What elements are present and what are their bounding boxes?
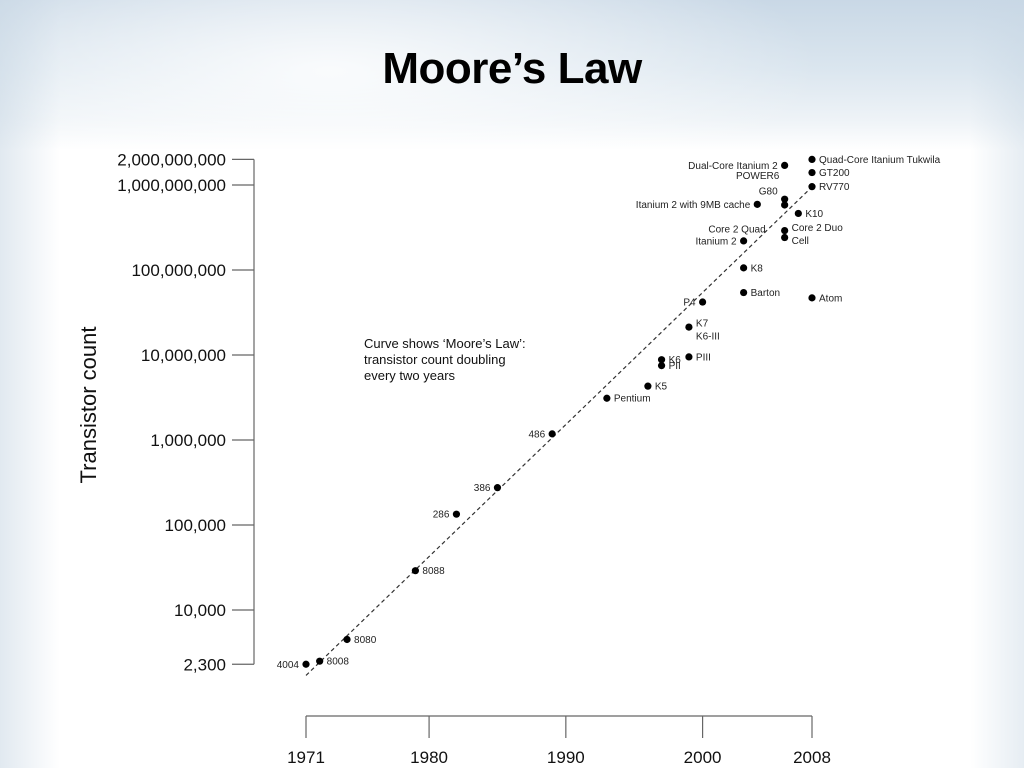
data-point-label: K6 (669, 355, 682, 366)
data-point-label: 4004 (277, 660, 300, 671)
data-point-label: K8 (751, 263, 764, 274)
trend-annotation: Curve shows ‘Moore’s Law’: transistor cou… (364, 336, 526, 383)
y-tick-label: 10,000 (174, 601, 226, 620)
data-point-label: Pentium (614, 394, 651, 405)
x-tick-label: 1990 (547, 748, 585, 767)
data-point-label: Cell (792, 236, 809, 247)
x-tick-label: 2008 (793, 748, 831, 767)
data-point (753, 200, 761, 208)
slide-title: Moore’s Law (382, 44, 642, 93)
data-point (316, 657, 324, 665)
data-point-label: Itanium 2 with 9MB cache (636, 200, 751, 211)
y-tick-label: 2,300 (183, 655, 226, 674)
data-point (452, 510, 461, 518)
data-point (781, 161, 789, 170)
data-point (740, 288, 748, 297)
data-point (781, 201, 789, 209)
data-point (493, 484, 502, 492)
data-point (644, 382, 652, 390)
data-point-label: K6-III (696, 332, 720, 343)
data-point (808, 294, 816, 302)
data-point (548, 430, 556, 438)
data-point-label: P4 (683, 298, 696, 309)
data-point (343, 635, 351, 644)
data-point (781, 233, 789, 242)
data-point-label: Itanium 2 (695, 236, 737, 247)
y-axis-label: Transistor count (76, 327, 101, 484)
y-tick-label: 10,000,000 (141, 346, 226, 365)
data-point (781, 226, 789, 235)
data-point-label: POWER6 (736, 171, 780, 182)
data-point-label: K10 (805, 209, 823, 220)
data-point-label: K5 (655, 382, 668, 393)
data-point-label: G80 (759, 187, 778, 198)
data-point (657, 356, 666, 364)
annotation-line: transistor count doubling (364, 352, 506, 367)
data-point (808, 168, 816, 177)
data-point (794, 209, 802, 218)
data-point-label: RV770 (819, 182, 850, 193)
data-point (685, 353, 693, 361)
data-point-label: Quad-Core Itanium Tukwila (819, 155, 941, 166)
data-point (603, 394, 611, 402)
data-point (808, 155, 816, 164)
data-point-label: PII (669, 361, 681, 372)
annotation-line: Curve shows ‘Moore’s Law’: (364, 336, 526, 351)
data-point-label: K7 (696, 318, 709, 329)
y-tick-label: 100,000 (165, 516, 226, 535)
y-tick-label: 2,000,000,000 (117, 150, 226, 169)
data-point-label: Barton (751, 288, 780, 299)
y-axis: 2,300 10,000 100,000 1,000,000 10,000,000 100… (117, 150, 255, 674)
data-point (685, 323, 693, 331)
data-point-label: Atom (819, 293, 842, 304)
x-tick-label: 2000 (684, 748, 722, 767)
data-point-label: Core 2 Quad (708, 224, 765, 235)
x-axis: 1971 1980 1990 2000 2008 (287, 715, 831, 767)
x-tick-label: 1980 (410, 748, 448, 767)
data-point-label: PIII (696, 352, 711, 363)
data-point (781, 195, 789, 203)
data-point-label: Dual-Core Itanium 2 (688, 161, 778, 172)
data-point-label: 486 (528, 429, 545, 440)
data-point-label: 286 (433, 510, 450, 521)
data-point (657, 362, 666, 370)
trend-line (305, 186, 813, 676)
data-point (411, 567, 420, 575)
data-point (808, 183, 816, 191)
data-point-label: 386 (474, 483, 491, 494)
x-tick-label: 1971 (287, 748, 325, 767)
y-tick-label: 1,000,000 (150, 431, 226, 450)
data-point (740, 237, 748, 245)
data-point (302, 660, 310, 668)
data-point-label: 8008 (327, 657, 350, 668)
data-point (698, 298, 707, 306)
data-point-label: GT200 (819, 168, 850, 179)
y-tick-label: 100,000,000 (131, 261, 226, 280)
data-point-label: Core 2 Duo (792, 223, 844, 234)
trend-line-group (305, 186, 813, 676)
annotation-line: every two years (364, 368, 456, 383)
y-tick-label: 1,000,000,000 (117, 176, 226, 195)
data-point-label: 8080 (354, 635, 377, 646)
data-point (740, 264, 748, 272)
data-point-label: 8088 (422, 566, 445, 577)
